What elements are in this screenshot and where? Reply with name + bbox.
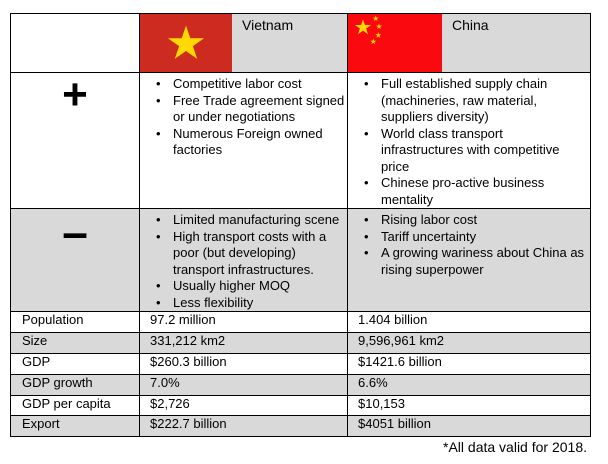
china-flag-icon — [348, 14, 442, 72]
stat-value-china: 1.404 billion — [347, 311, 591, 333]
china-pros-cell: Full established supply chain (machineri… — [347, 72, 591, 209]
stat-row-gdp: GDP $260.3 billion $1421.6 billion — [10, 352, 591, 375]
pros-row: + Competitive labor cost Free Trade agre… — [10, 72, 591, 209]
stat-label: Population — [10, 311, 140, 333]
vietnam-flag-icon — [140, 14, 232, 72]
vietnam-pros-list: Competitive labor cost Free Trade agreem… — [141, 74, 347, 159]
stat-value-china: $1421.6 billion — [347, 352, 591, 375]
pros-item: Free Trade agreement signed or under neg… — [141, 93, 346, 126]
stat-value-china: 9,596,961 km2 — [347, 331, 591, 354]
stat-row-population: Population 97.2 million 1.404 billion — [10, 311, 591, 333]
cons-item: Limited manufacturing scene — [141, 212, 346, 229]
pros-item: Chinese pro-active business mentality — [349, 175, 589, 208]
china-pros-list: Full established supply chain (machineri… — [349, 74, 590, 208]
stat-label: GDP — [10, 352, 140, 375]
vietnam-header: Vietnam — [140, 14, 347, 72]
plus-icon: + — [62, 72, 88, 119]
vietnam-header-cell: Vietnam — [139, 13, 348, 73]
pros-symbol-cell: + — [10, 72, 140, 209]
cons-item: Rising labor cost — [349, 212, 589, 229]
comparison-table: Vietnam — [10, 13, 591, 438]
vietnam-pros-cell: Competitive labor cost Free Trade agreem… — [139, 72, 348, 209]
vietnam-header-label: Vietnam — [232, 14, 347, 72]
china-cons-cell: Rising labor cost Tariff uncertainty A g… — [347, 208, 591, 312]
stat-value-china: $4051 billion — [347, 415, 591, 438]
stat-value-vietnam: 331,212 km2 — [139, 331, 348, 354]
cons-row: – Limited manufacturing scene High trans… — [10, 208, 591, 312]
china-cons-list: Rising labor cost Tariff uncertainty A g… — [349, 210, 590, 279]
header-blank-cell — [10, 13, 140, 73]
stat-label: GDP per capita — [10, 394, 140, 417]
china-header-label: China — [442, 14, 590, 72]
stat-value-vietnam: $222.7 billion — [139, 415, 348, 438]
cons-item: High transport costs with a poor (but de… — [141, 229, 346, 279]
stat-value-china: $10,153 — [347, 394, 591, 417]
pros-item: World class transport infrastructures wi… — [349, 126, 589, 176]
cons-symbol-cell: – — [10, 208, 140, 312]
cons-item: A growing wariness about China as rising… — [349, 245, 589, 278]
cons-item: Less flexibility — [141, 295, 346, 311]
vietnam-cons-cell: Limited manufacturing scene High transpo… — [139, 208, 348, 312]
stat-label: Size — [10, 331, 140, 354]
stat-label: Export — [10, 415, 140, 438]
stat-value-vietnam: 97.2 million — [139, 311, 348, 333]
header-row: Vietnam — [10, 13, 591, 73]
vietnam-cons-list: Limited manufacturing scene High transpo… — [141, 210, 347, 311]
stat-value-vietnam: $2,726 — [139, 394, 348, 417]
stat-label: GDP growth — [10, 373, 140, 396]
stat-row-gdp-growth: GDP growth 7.0% 6.6% — [10, 373, 591, 396]
stat-row-gdp-per-capita: GDP per capita $2,726 $10,153 — [10, 394, 591, 417]
stat-value-vietnam: 7.0% — [139, 373, 348, 396]
china-header: China — [348, 14, 590, 72]
pros-item: Numerous Foreign owned factories — [141, 126, 346, 159]
stat-row-size: Size 331,212 km2 9,596,961 km2 — [10, 331, 591, 354]
stat-value-vietnam: $260.3 billion — [139, 352, 348, 375]
stat-value-china: 6.6% — [347, 373, 591, 396]
china-header-cell: China — [347, 13, 591, 73]
pros-item: Full established supply chain (machineri… — [349, 76, 589, 126]
stat-row-export: Export $222.7 billion $4051 billion — [10, 415, 591, 438]
pros-item: Competitive labor cost — [141, 76, 346, 93]
minus-icon: – — [62, 208, 88, 258]
footnote: *All data valid for 2018. — [443, 439, 587, 455]
cons-item: Tariff uncertainty — [349, 229, 589, 246]
cons-item: Usually higher MOQ — [141, 278, 346, 295]
